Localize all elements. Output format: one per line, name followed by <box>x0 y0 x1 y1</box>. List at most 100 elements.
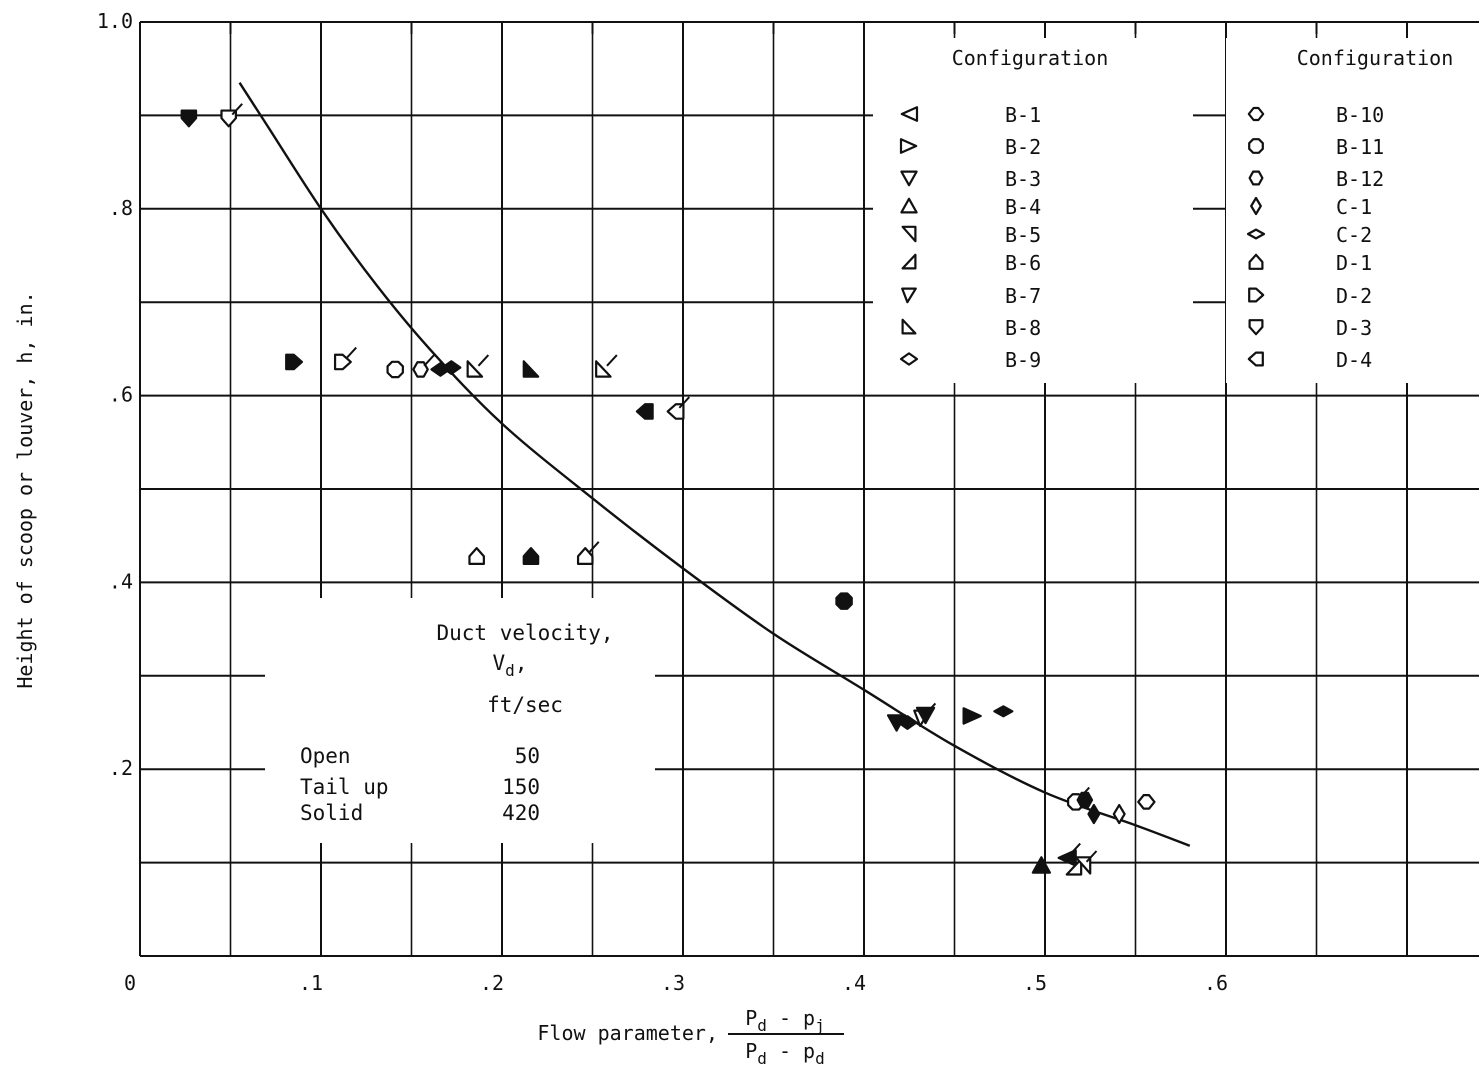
legend-label: D-3 <box>1336 316 1372 340</box>
data-point <box>441 360 462 375</box>
data-point <box>915 706 936 725</box>
data-point <box>897 715 918 730</box>
legend-label: B-10 <box>1336 103 1384 127</box>
legend-label: B-9 <box>1005 348 1041 372</box>
data-point-flag <box>345 346 357 360</box>
y-tick-label: 1.0 <box>97 9 133 33</box>
data-point <box>1112 803 1126 825</box>
legend-label: B-2 <box>1005 135 1041 159</box>
velocity-box: Duct velocity, Vd, ft/sec Open 50 Tail u… <box>265 598 655 843</box>
data-point <box>595 360 612 378</box>
velocity-row-name-0: Open <box>300 744 351 768</box>
x-tick-label: 0 <box>124 971 136 995</box>
legend-column-2: Configuration B-10 B-11 B-12 C-1 C-2 D-1 D-2 D-… <box>1226 38 1479 383</box>
velocity-comma: , <box>515 651 528 675</box>
data-point <box>386 360 404 379</box>
y-tick-label: .6 <box>109 383 133 407</box>
legend-marker <box>1248 253 1264 270</box>
legend-marker <box>1247 351 1264 367</box>
legend-label: B-7 <box>1005 284 1041 308</box>
velocity-title-line1: Duct velocity, <box>436 621 613 645</box>
velocity-subscript: d <box>505 661 515 680</box>
legend-title-1: Configuration <box>952 46 1109 70</box>
velocity-row-name-2: Solid <box>300 801 363 825</box>
x-tick-label: .2 <box>480 971 504 995</box>
legend-marker <box>899 352 919 366</box>
legend-marker <box>900 197 918 214</box>
data-point <box>835 592 853 610</box>
x-tick-label: .4 <box>842 971 866 995</box>
data-point <box>1065 858 1083 876</box>
velocity-row-value-1: 150 <box>502 775 540 799</box>
data-point-flag <box>423 354 435 367</box>
legend-label: D-4 <box>1336 348 1372 372</box>
velocity-symbol: V <box>493 651 506 675</box>
velocity-title-line3: ft/sec <box>487 693 563 717</box>
fitted-curve <box>238 82 1191 847</box>
legend-marker <box>1248 319 1264 336</box>
legend-marker <box>1248 170 1264 186</box>
velocity-title-line2: Vd, <box>493 651 528 680</box>
y-tick-label: .8 <box>109 196 133 220</box>
legend-marker <box>901 287 917 304</box>
velocity-row-value-0: 50 <box>515 744 540 768</box>
data-point-flag <box>606 354 618 367</box>
legend-label: B-5 <box>1005 223 1041 247</box>
data-point <box>333 353 352 371</box>
legend-marker <box>901 225 917 243</box>
y-tick-label: .2 <box>109 756 133 780</box>
data-point <box>466 360 484 378</box>
velocity-row-value-2: 420 <box>502 801 540 825</box>
x-tick-label: .1 <box>299 971 323 995</box>
data-point <box>993 705 1014 718</box>
velocity-row-name-1: Tail up <box>300 775 389 799</box>
x-fraction-denominator: Pd - pd <box>745 1039 825 1068</box>
x-tick-label: .6 <box>1204 971 1228 995</box>
legend-label: B-11 <box>1336 135 1384 159</box>
data-point <box>962 707 982 725</box>
legend-marker <box>901 318 917 335</box>
legend-label: B-6 <box>1005 251 1041 275</box>
x-axis-fraction: Pd - pj Pd - pd <box>728 1006 844 1068</box>
x-fraction-numerator: Pd - pj <box>745 1006 825 1035</box>
legend-label: B-1 <box>1005 103 1041 127</box>
legend-label: B-8 <box>1005 316 1041 340</box>
legend-column-1: Configuration B-1 B-2 B-3 B-4 B-5 B-6 B-7 B-8 B-… <box>873 38 1193 383</box>
data-point <box>285 353 304 371</box>
data-point <box>522 360 540 378</box>
legend-title-2: Configuration <box>1297 46 1454 70</box>
data-point <box>1137 794 1156 810</box>
legend-label: D-2 <box>1336 284 1372 308</box>
legend-marker <box>1248 138 1264 154</box>
data-point-flag <box>1069 842 1081 856</box>
data-point-flag <box>678 396 690 409</box>
axis-layer: 0 .1 .2 .3 .4 .5 .6 .2 .4 .6 .8 1.0 <box>97 9 1228 995</box>
curve-layer <box>238 82 1191 847</box>
data-point <box>468 547 485 565</box>
legend-label: C-2 <box>1336 223 1372 247</box>
x-axis-title: Flow parameter, <box>537 1021 718 1045</box>
legend-label: D-1 <box>1336 251 1372 275</box>
legend-marker <box>901 253 917 270</box>
x-tick-label: .5 <box>1023 971 1047 995</box>
data-point-flag <box>477 354 490 367</box>
legend-marker <box>900 170 918 187</box>
legend-label: B-4 <box>1005 195 1041 219</box>
legend-marker <box>1246 228 1266 240</box>
y-tick-label: .4 <box>109 569 133 593</box>
data-point <box>1031 856 1052 874</box>
y-axis-title: Height of scoop or louver, h, in. <box>13 291 37 688</box>
legend-marker <box>1247 106 1265 122</box>
data-point-flag <box>1085 850 1098 863</box>
legend-marker <box>1250 196 1262 216</box>
points-layer <box>180 103 1156 876</box>
data-point <box>1087 803 1101 825</box>
data-point <box>180 109 198 128</box>
legend-marker <box>899 138 918 154</box>
x-tick-label: .3 <box>661 971 685 995</box>
legend-marker <box>1248 287 1265 303</box>
data-point <box>635 403 654 420</box>
legend-label: B-3 <box>1005 167 1041 191</box>
data-point <box>1076 791 1094 809</box>
